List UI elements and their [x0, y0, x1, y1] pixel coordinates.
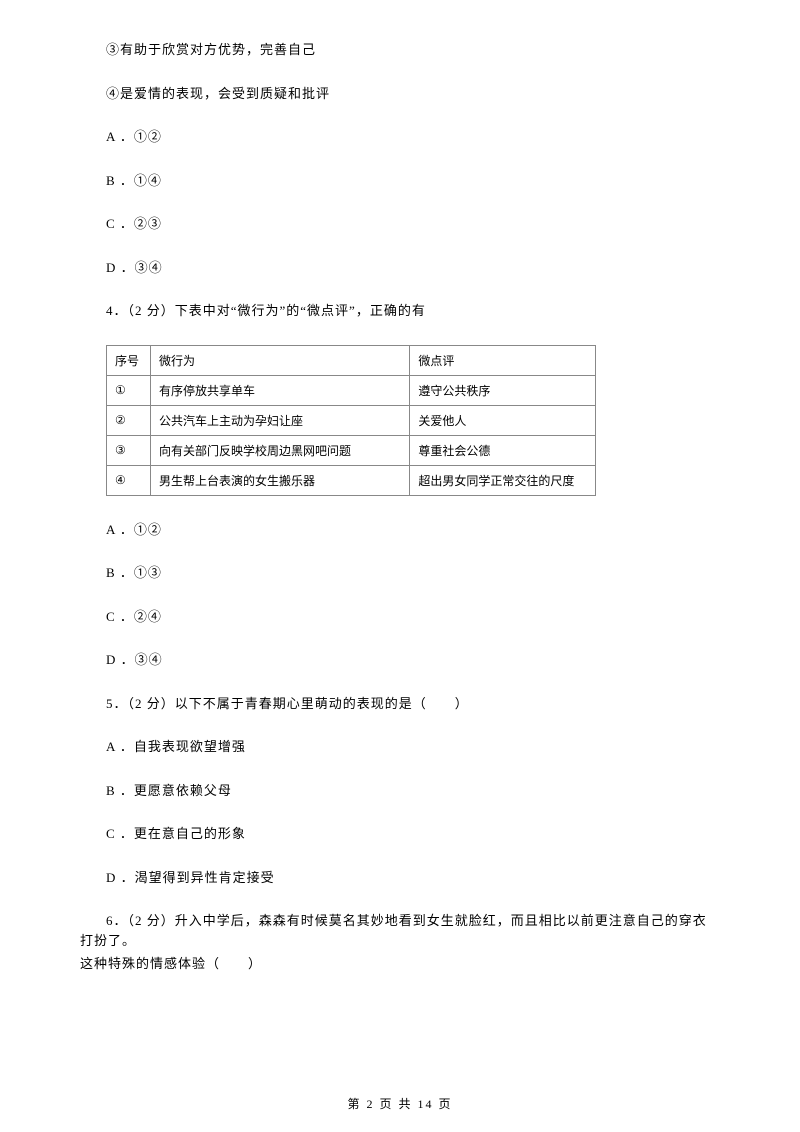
- q5-option-d: D ．渴望得到异性肯定接受: [80, 868, 720, 888]
- table-row: ③ 向有关部门反映学校周边黑网吧问题 尊重社会公德: [107, 435, 596, 465]
- q4-option-c: C ．②④: [80, 607, 720, 627]
- table-cell-review: 超出男女同学正常交往的尺度: [410, 465, 596, 495]
- q4-option-b: B ．①③: [80, 563, 720, 583]
- q5-option-a: A ．自我表现欲望增强: [80, 737, 720, 757]
- q3-option-c: C ．②③: [80, 214, 720, 234]
- q3-option-d: D ．③④: [80, 258, 720, 278]
- q4-option-a: A ．①②: [80, 520, 720, 540]
- statement-3: ③有助于欣赏对方优势，完善自己: [80, 40, 720, 60]
- table-cell-action: 向有关部门反映学校周边黑网吧问题: [150, 435, 409, 465]
- table-cell-seq: ①: [107, 375, 151, 405]
- table-header-seq: 序号: [107, 345, 151, 375]
- q5-option-c: C ．更在意自己的形象: [80, 824, 720, 844]
- q4-stem: 4．（2 分）下表中对“微行为”的“微点评”，正确的有: [80, 301, 720, 321]
- q5-option-b: B ．更愿意依赖父母: [80, 781, 720, 801]
- table-cell-action: 男生帮上台表演的女生搬乐器: [150, 465, 409, 495]
- table-cell-action: 公共汽车上主动为孕妇让座: [150, 405, 409, 435]
- q3-option-b: B ．①④: [80, 171, 720, 191]
- table-header-row: 序号 微行为 微点评: [107, 345, 596, 375]
- table-row: ② 公共汽车上主动为孕妇让座 关爱他人: [107, 405, 596, 435]
- table-cell-review: 尊重社会公德: [410, 435, 596, 465]
- table-cell-review: 关爱他人: [410, 405, 596, 435]
- table-cell-seq: ②: [107, 405, 151, 435]
- table-header-action: 微行为: [150, 345, 409, 375]
- table-cell-review: 遵守公共秩序: [410, 375, 596, 405]
- table-row: ① 有序停放共享单车 遵守公共秩序: [107, 375, 596, 405]
- q4-option-d: D ．③④: [80, 650, 720, 670]
- q6-stem-line2: 这种特殊的情感体验（ ）: [80, 954, 720, 974]
- q6-stem-line1: 6．（2 分）升入中学后，森森有时候莫名其妙地看到女生就脸红，而且相比以前更注意…: [80, 911, 720, 950]
- statement-4: ④是爱情的表现，会受到质疑和批评: [80, 84, 720, 104]
- table-cell-action: 有序停放共享单车: [150, 375, 409, 405]
- page-footer: 第 2 页 共 14 页: [0, 1095, 800, 1112]
- table-cell-seq: ④: [107, 465, 151, 495]
- q5-stem: 5．（2 分）以下不属于青春期心里萌动的表现的是（ ）: [80, 694, 720, 714]
- table-cell-seq: ③: [107, 435, 151, 465]
- micro-table: 序号 微行为 微点评 ① 有序停放共享单车 遵守公共秩序 ② 公共汽车上主动为孕…: [106, 345, 596, 496]
- table-row: ④ 男生帮上台表演的女生搬乐器 超出男女同学正常交往的尺度: [107, 465, 596, 495]
- table-header-review: 微点评: [410, 345, 596, 375]
- q3-option-a: A ．①②: [80, 127, 720, 147]
